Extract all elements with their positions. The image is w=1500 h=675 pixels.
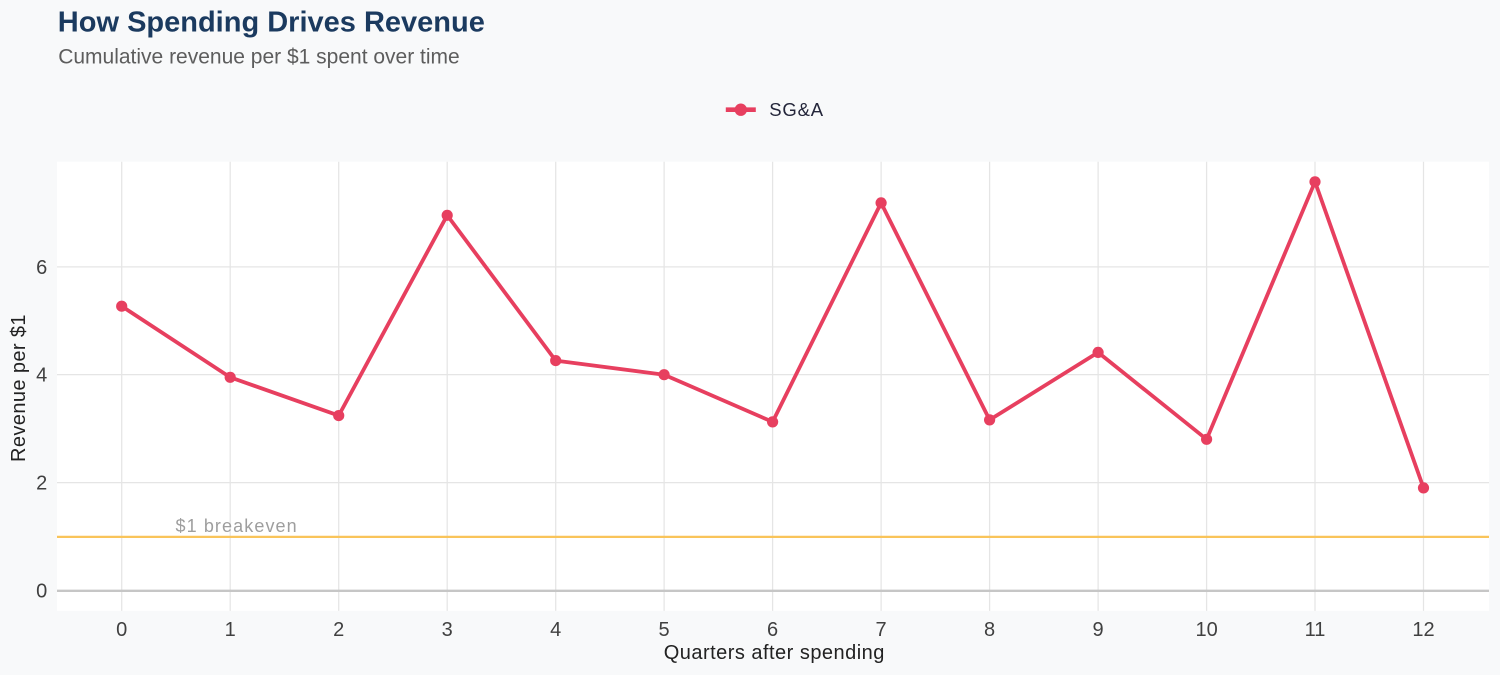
svg-text:3: 3 <box>442 619 453 641</box>
svg-text:SG&A: SG&A <box>769 99 824 120</box>
svg-text:11: 11 <box>1305 619 1326 641</box>
svg-text:Cumulative revenue per $1 spen: Cumulative revenue per $1 spent over tim… <box>58 46 460 69</box>
svg-text:How Spending Drives Revenue: How Spending Drives Revenue <box>58 7 485 39</box>
svg-text:4: 4 <box>36 365 47 387</box>
svg-text:$1 breakeven: $1 breakeven <box>176 516 298 536</box>
svg-text:0: 0 <box>116 619 127 641</box>
svg-text:Revenue per $1: Revenue per $1 <box>8 314 30 462</box>
svg-text:6: 6 <box>36 257 47 279</box>
svg-text:12: 12 <box>1412 619 1434 641</box>
svg-text:8: 8 <box>984 619 995 641</box>
svg-text:5: 5 <box>659 619 670 641</box>
svg-text:9: 9 <box>1093 619 1104 641</box>
svg-text:10: 10 <box>1195 619 1217 641</box>
svg-text:0: 0 <box>36 581 47 603</box>
svg-text:2: 2 <box>36 472 47 494</box>
svg-text:2: 2 <box>333 619 344 641</box>
svg-text:7: 7 <box>876 619 887 641</box>
svg-text:Quarters after spending: Quarters after spending <box>664 642 885 664</box>
svg-text:4: 4 <box>550 619 561 641</box>
svg-text:1: 1 <box>225 619 236 641</box>
svg-text:6: 6 <box>767 619 778 641</box>
